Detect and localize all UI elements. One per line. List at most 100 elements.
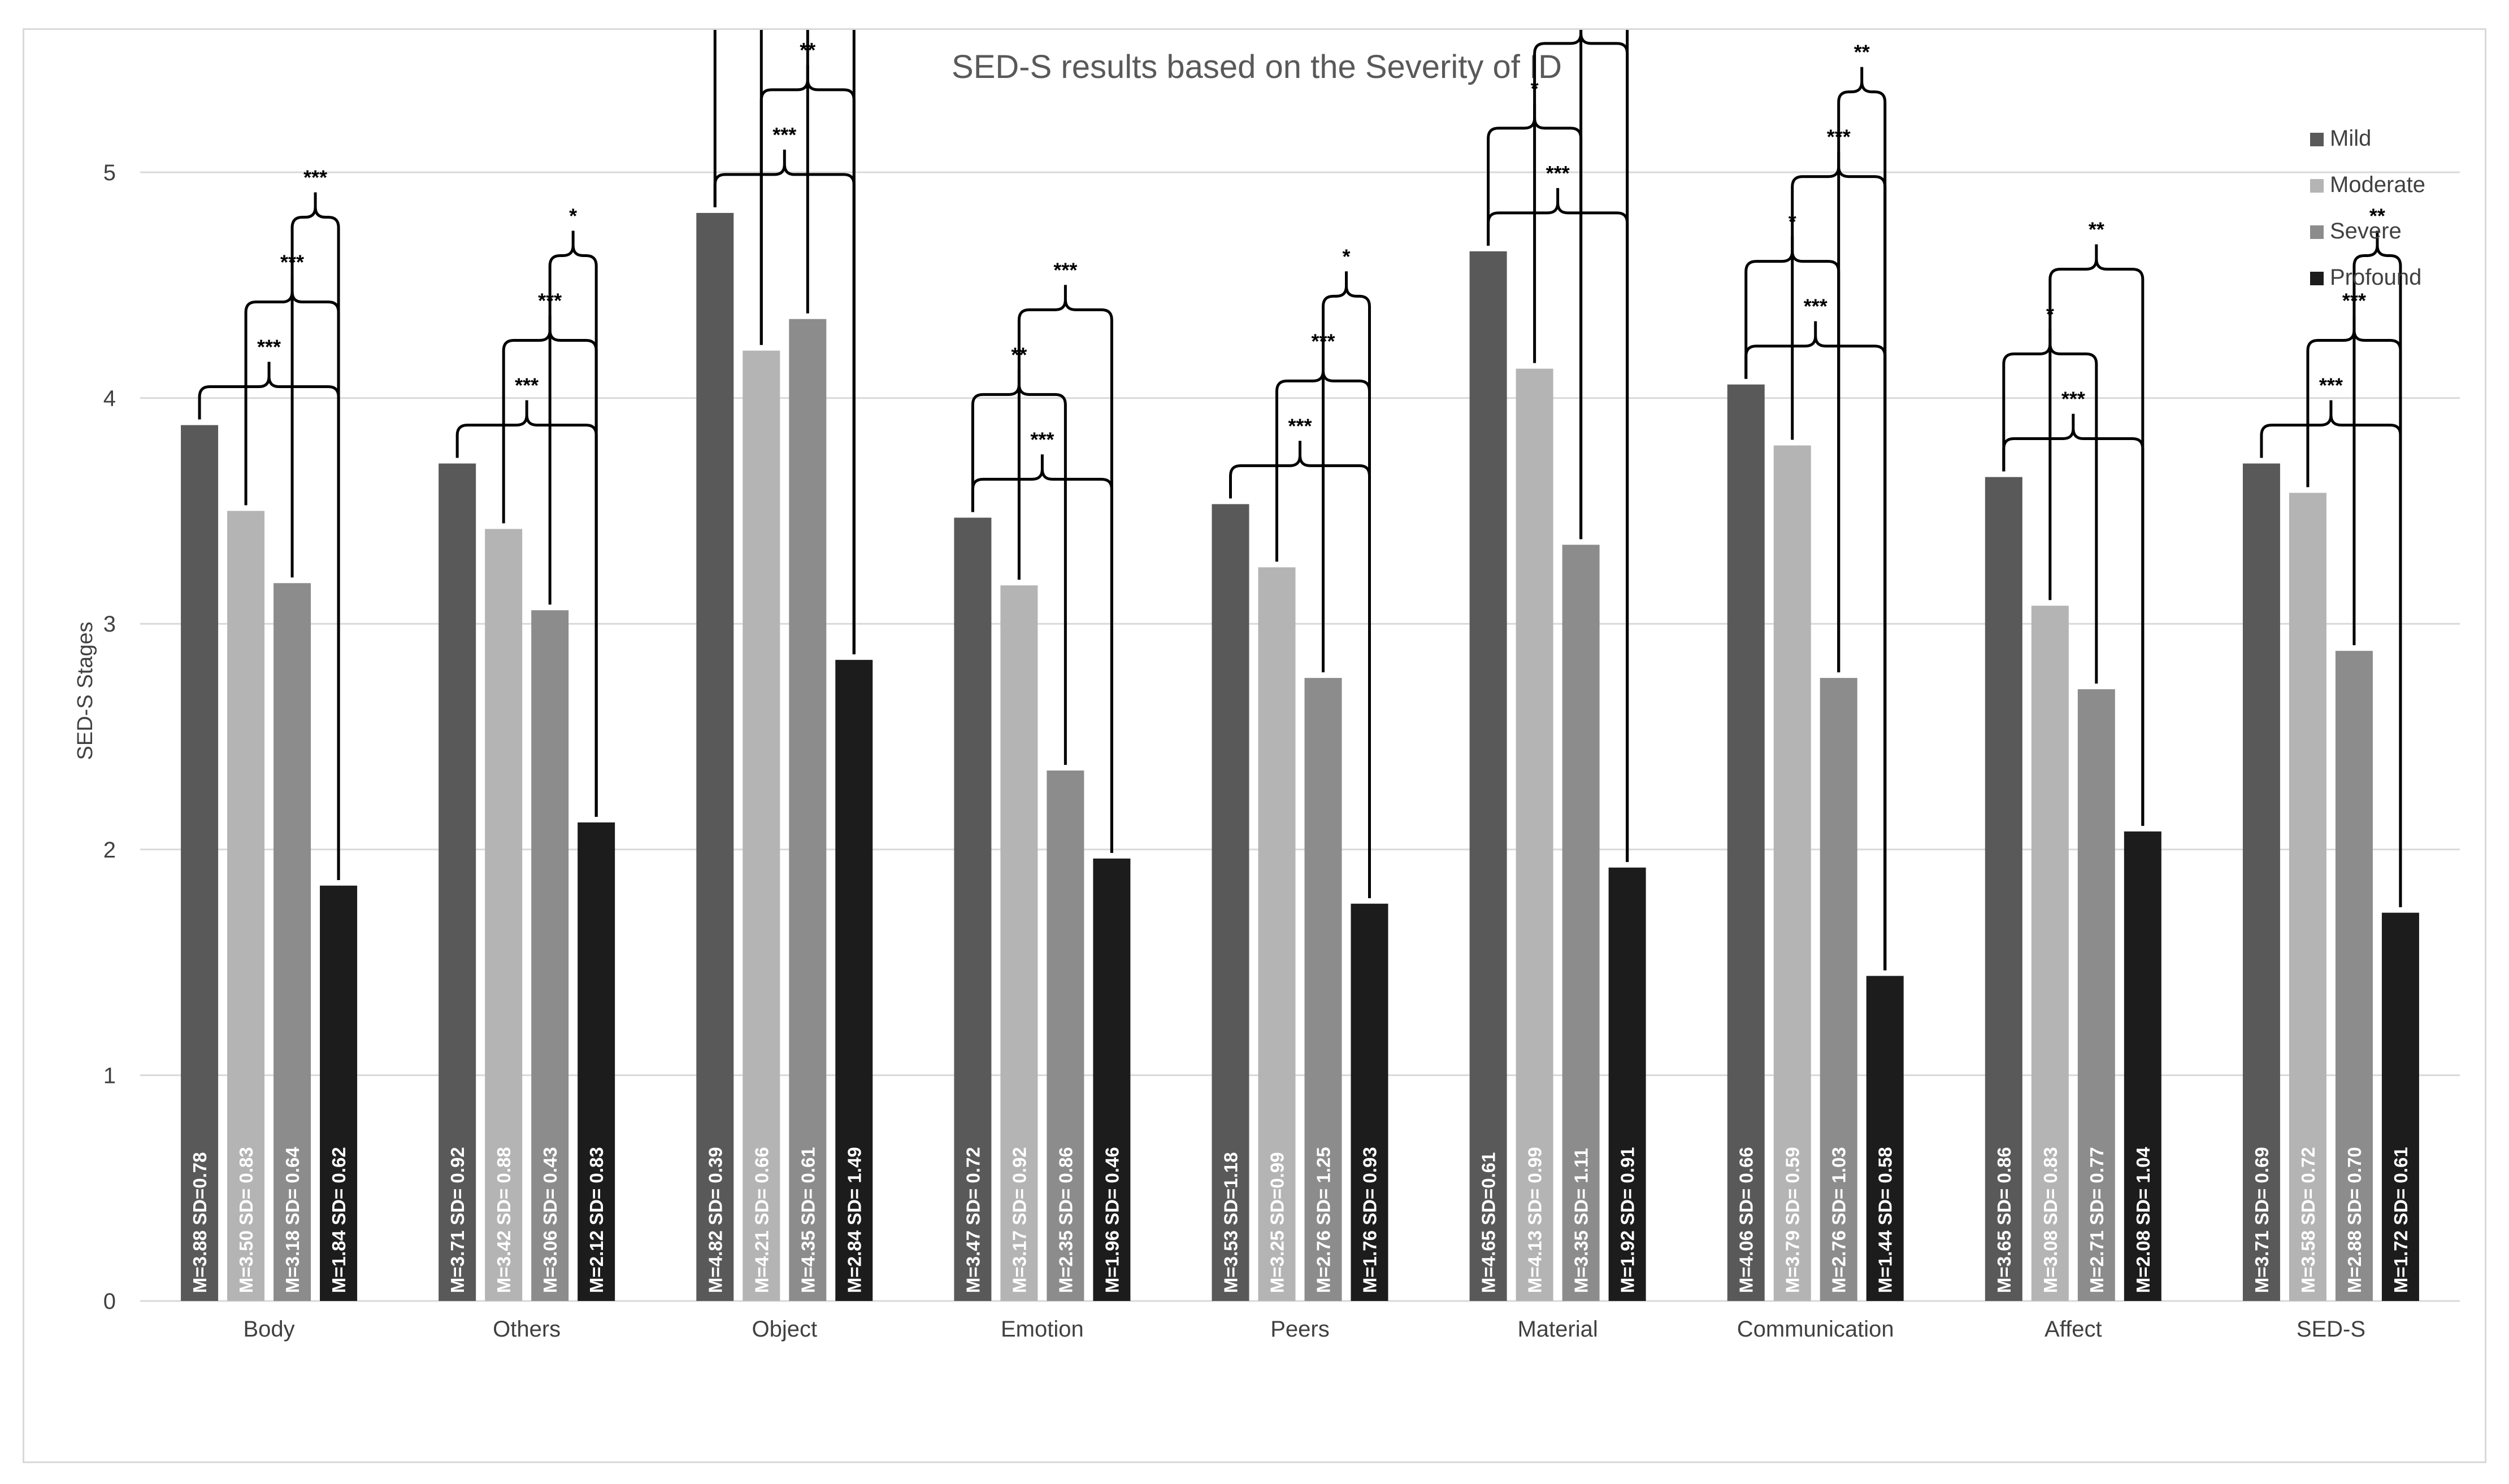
bar-severe <box>531 610 569 1301</box>
bar-data-label: M=2.88 SD= 0.70 <box>2344 1147 2365 1293</box>
bar-moderate <box>1773 445 1811 1301</box>
bar-data-label: M=2.35 SD= 0.86 <box>1055 1147 1076 1293</box>
bar-severe <box>1562 545 1600 1301</box>
bar-profound <box>578 822 615 1301</box>
significance-bracket <box>1322 271 1371 898</box>
bar-moderate <box>485 529 523 1302</box>
significance-bracket <box>1229 441 1371 898</box>
significance-marker: * <box>569 204 577 227</box>
y-tick-label: 0 <box>103 1289 116 1314</box>
significance-marker: *** <box>1804 295 1828 318</box>
y-tick-label: 2 <box>103 838 116 863</box>
bar-moderate <box>2289 493 2326 1301</box>
y-tick-label: 5 <box>103 160 116 185</box>
significance-marker: *** <box>515 373 539 397</box>
y-axis-ticks: 0 1 2 3 4 5 <box>103 160 116 1314</box>
bar-mild <box>439 463 476 1301</box>
bar-data-label: M=4.35 SD= 0.61 <box>797 1147 818 1293</box>
legend-swatch <box>2310 225 2324 239</box>
bar-data-label: M=3.47 SD= 0.72 <box>962 1147 983 1293</box>
bar-data-label: M=3.71 SD= 0.92 <box>447 1147 468 1293</box>
bar-data-label: M=2.08 SD= 1.04 <box>2133 1147 2154 1293</box>
legend-label: Profound <box>2330 265 2421 290</box>
bar-moderate <box>1516 368 1553 1301</box>
bar-data-label: M=1.84 SD= 0.62 <box>328 1147 349 1293</box>
bar-data-label: M=3.42 SD= 0.88 <box>493 1147 514 1293</box>
bar-data-label: M=2.12 SD= 0.83 <box>586 1147 607 1293</box>
y-tick-label: 3 <box>103 612 116 637</box>
significance-marker: *** <box>1053 258 1077 281</box>
bar-severe <box>789 319 827 1301</box>
bar-moderate <box>2031 606 2069 1301</box>
significance-bracket <box>2352 230 2402 907</box>
bar-data-label: M=1.92 SD= 0.91 <box>1617 1147 1638 1293</box>
bar-data-label: M=3.25 SD=0.99 <box>1267 1152 1288 1294</box>
bar-profound <box>2381 912 2419 1301</box>
significance-marker: *** <box>303 166 327 189</box>
significance-marker: * <box>1342 245 1350 268</box>
significance-marker: *** <box>257 336 281 359</box>
bar-profound <box>1608 867 1646 1301</box>
bar-moderate <box>743 350 780 1301</box>
bar-data-label: M=2.76 SD= 1.25 <box>1313 1147 1334 1293</box>
significance-bracket <box>2048 244 2145 826</box>
bar-data-label: M=2.76 SD= 1.03 <box>1829 1147 1850 1293</box>
bar-severe <box>1820 678 1857 1301</box>
bar-data-label: M=4.06 SD= 0.66 <box>1736 1147 1757 1293</box>
significance-marker: *** <box>1546 162 1570 185</box>
y-tick-label: 1 <box>103 1063 116 1088</box>
significance-bracket <box>971 454 1113 853</box>
legend-swatch <box>2310 133 2324 146</box>
bar-data-label: M=2.84 SD= 1.49 <box>844 1147 865 1293</box>
bar-moderate <box>227 511 265 1301</box>
bar-severe <box>274 583 311 1301</box>
significance-marker: ** <box>2089 217 2104 241</box>
bar-severe <box>2335 651 2373 1301</box>
bar-data-label: M=3.88 SD=0.78 <box>189 1152 210 1294</box>
significance-marker: *** <box>2061 387 2085 410</box>
bar-mild <box>1469 251 1507 1301</box>
x-category-label: Body <box>243 1317 294 1342</box>
bar-mild <box>181 425 219 1301</box>
significance-bracket <box>290 192 340 880</box>
bar-severe <box>2077 689 2115 1301</box>
bar-data-label: M=2.71 SD= 0.77 <box>2086 1147 2107 1293</box>
bar-data-label: M=3.79 SD= 0.59 <box>1782 1147 1803 1293</box>
bar-data-label: M=3.35 SD= 1.11 <box>1571 1148 1592 1293</box>
significance-bracket <box>2260 400 2402 907</box>
x-category-label: Emotion <box>1001 1317 1084 1342</box>
bar-profound <box>1093 858 1131 1301</box>
x-category-label: Object <box>752 1317 817 1342</box>
significance-marker: ** <box>2369 204 2385 227</box>
significance-bracket <box>548 230 598 817</box>
significance-bracket <box>1744 321 1887 971</box>
bar-data-label: M=1.44 SD= 0.58 <box>1875 1147 1896 1293</box>
significance-bracket <box>713 149 856 655</box>
bar-mild <box>954 517 992 1302</box>
chart-frame: SED-S results based on the Severity of I… <box>23 28 2486 1463</box>
bar-data-label: M=3.50 SD= 0.83 <box>236 1147 257 1293</box>
bar-data-label: M=4.65 SD=0.61 <box>1478 1152 1499 1294</box>
significance-marker: *** <box>2319 373 2343 397</box>
significance-bracket <box>1487 188 1629 862</box>
legend-label: Moderate <box>2330 172 2425 197</box>
bar-data-label: M=1.76 SD= 0.93 <box>1360 1147 1381 1293</box>
bar-mild <box>1727 384 1765 1301</box>
x-category-label: Others <box>493 1317 561 1342</box>
legend-label: Severe <box>2330 219 2402 243</box>
gridlines <box>140 171 2460 1302</box>
bar-severe <box>1047 770 1084 1301</box>
x-category-label: SED-S <box>2297 1317 2365 1342</box>
significance-marker: ** <box>1854 41 1870 64</box>
bar-profound <box>1351 903 1388 1301</box>
y-axis-title: SED-S Stages <box>73 622 97 760</box>
bar-data-label: M=3.53 SD=1.18 <box>1221 1152 1242 1294</box>
bar-moderate <box>1000 585 1038 1301</box>
bar-data-label: M=3.65 SD= 0.86 <box>1994 1147 2015 1293</box>
significance-marker: *** <box>1030 428 1054 451</box>
bar-chart: SED-S results based on the Severity of I… <box>73 30 2460 1342</box>
significance-bracket <box>2002 414 2145 826</box>
x-category-label: Material <box>1517 1317 1598 1342</box>
bar-severe <box>1304 678 1342 1301</box>
bar-data-label: M=3.71 SD= 0.69 <box>2251 1147 2272 1293</box>
